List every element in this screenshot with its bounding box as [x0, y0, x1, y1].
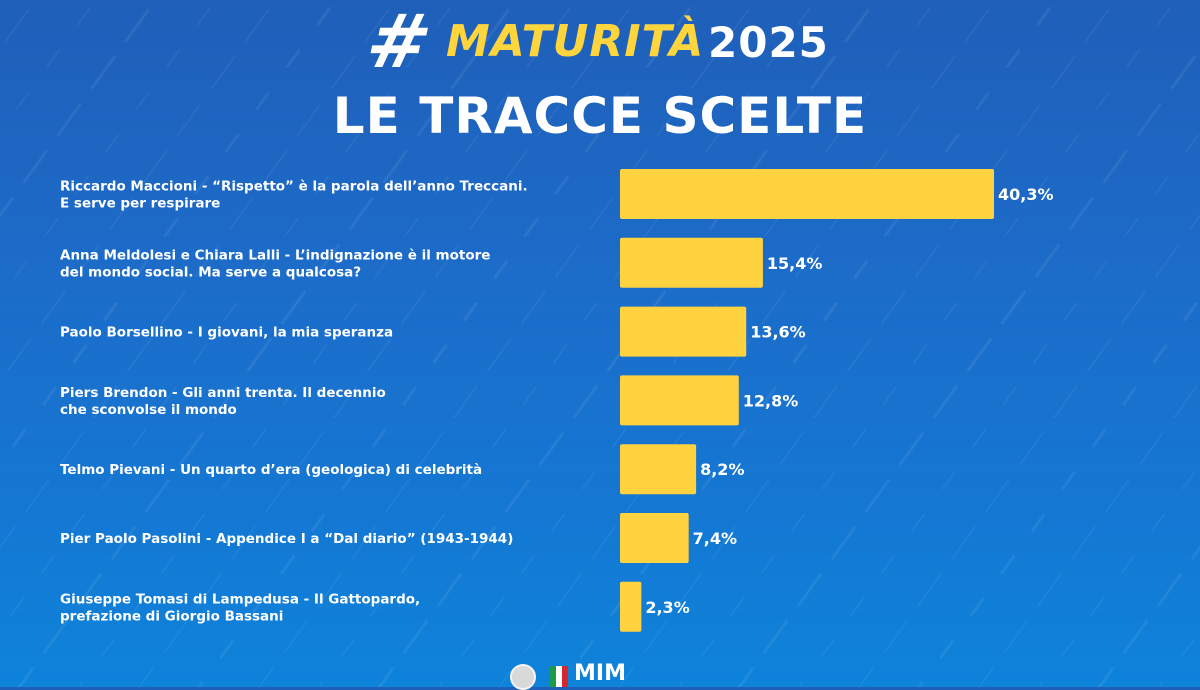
value-label: 8,2%	[700, 460, 744, 479]
background-stripe	[197, 0, 698, 687]
background-stripe	[978, 380, 1200, 687]
bar	[620, 169, 994, 219]
category-label-line: che sconvolse il mondo	[60, 402, 237, 418]
category-label: Telmo Pievani - Un quarto d’era (geologi…	[60, 462, 482, 478]
value-label: 40,3%	[998, 185, 1054, 204]
background-stripe	[258, 0, 757, 687]
bar	[620, 581, 642, 632]
value-label: 13,6%	[750, 323, 806, 342]
category-label-line: Telmo Pievani - Un quarto d’era (geologi…	[60, 462, 482, 478]
background-stripe	[318, 0, 817, 687]
background-stripe	[0, 0, 277, 383]
value-label: 2,3%	[645, 598, 689, 617]
bar-row: 15,4% Anna Meldolesi e Chiara Lalli - L’i…	[60, 237, 823, 288]
category-label: Anna Meldolesi e Chiara Lalli - L’indign…	[60, 247, 490, 280]
category-label-line: Anna Meldolesi e Chiara Lalli - L’indign…	[60, 247, 490, 263]
category-label: Pier Paolo Pasolini - Appendice I a “Dal…	[60, 531, 513, 547]
emblem-icon	[510, 664, 536, 690]
background-stripe	[138, 0, 637, 687]
page-title: LE TRACCE SCELTE	[332, 87, 868, 145]
background-stripe	[0, 0, 97, 134]
bar-row: 12,8% Piers Brendon - Gli anni trenta. Il…	[60, 375, 799, 426]
ministry-logo: MIM	[510, 660, 690, 690]
bar	[620, 375, 739, 426]
bar-row: 7,4% Pier Paolo Pasolini - Appendice I a …	[60, 513, 737, 563]
category-label-line: Giuseppe Tomasi di Lampedusa - Il Gattop…	[60, 591, 420, 607]
category-label-line: del mondo social. Ma serve a qualcosa?	[60, 264, 361, 280]
value-label: 7,4%	[693, 529, 737, 548]
bar-row: 8,2% Telmo Pievani - Un quarto d’era (geo…	[60, 444, 744, 495]
background-stripe	[498, 0, 997, 687]
bar	[620, 306, 747, 357]
bar	[620, 237, 763, 288]
category-label: Piers Brendon - Gli anni trenta. Il dece…	[60, 385, 386, 418]
italian-flag-icon	[550, 666, 568, 687]
background-stripe	[557, 0, 1058, 687]
hashtag-word: MATURITÀ	[446, 16, 705, 67]
background-stripe	[737, 46, 1200, 687]
category-label: Giuseppe Tomasi di Lampedusa - Il Gattop…	[60, 591, 420, 624]
value-label: 12,8%	[743, 391, 799, 410]
category-label-line: Paolo Borsellino - I giovani, la mia spe…	[60, 325, 393, 341]
background-stripe	[0, 0, 457, 633]
bar-row: 40,3% Riccardo Maccioni - “Rispetto” è la…	[60, 169, 1054, 219]
bar	[620, 444, 697, 495]
background-stripe	[438, 0, 937, 687]
category-label-line: Riccardo Maccioni - “Rispetto” è la paro…	[60, 179, 528, 195]
hashtag-year: 2025	[708, 18, 829, 67]
background-stripe	[1097, 545, 1200, 687]
bar	[620, 513, 689, 563]
bar-row: 13,6% Paolo Borsellino - I giovani, la mi…	[60, 306, 806, 357]
background-stripe	[0, 0, 217, 300]
category-label-line: E serve per respirare	[60, 196, 220, 212]
background-stripe	[17, 0, 518, 687]
background-stripe	[678, 0, 1177, 687]
background-stripe	[78, 0, 577, 687]
hashtag-logo: # MATURITÀ 2025	[359, 0, 848, 85]
background-stripe	[0, 0, 397, 549]
background-stripe	[618, 0, 1117, 687]
category-label-line: Piers Brendon - Gli anni trenta. Il dece…	[60, 385, 386, 401]
category-label-line: Pier Paolo Pasolini - Appendice I a “Dal…	[60, 531, 513, 547]
background-stripe	[0, 0, 338, 468]
logo-text: MIM	[574, 661, 626, 686]
category-label-line: prefazione di Giorgio Bassani	[60, 608, 283, 624]
category-label: Riccardo Maccioni - “Rispetto” è la paro…	[60, 179, 528, 212]
background-stripe	[858, 214, 1200, 687]
value-label: 15,4%	[767, 254, 823, 273]
bar-row: 2,3% Giuseppe Tomasi di Lampedusa - Il Ga…	[60, 581, 690, 632]
category-label: Paolo Borsellino - I giovani, la mia spe…	[60, 325, 393, 341]
